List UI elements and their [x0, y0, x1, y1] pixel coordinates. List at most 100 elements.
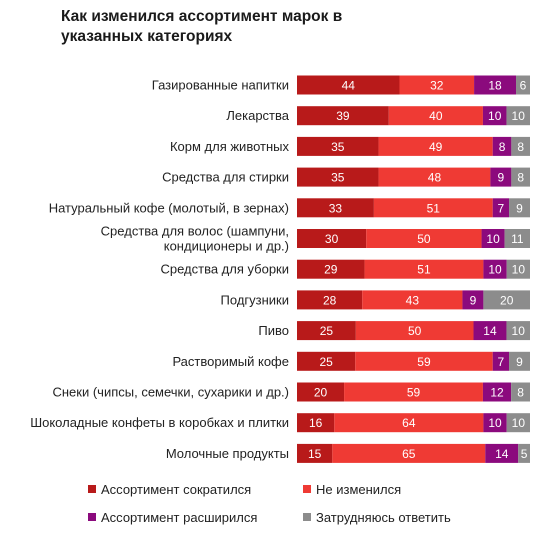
data-label-unsure-cat-6: 11 [511, 232, 524, 246]
data-label-expanded-cat-13: 14 [495, 447, 509, 461]
category-label-cat-3: Корм для животных [170, 139, 290, 154]
category-label-cat-1: Газированные напитки [152, 78, 289, 93]
bar-expanded-cat-10 [492, 351, 510, 371]
data-label-unsure-cat-10: 9 [516, 355, 523, 369]
legend-label-unsure: Затрудняюсь ответить [316, 510, 451, 525]
bar-unchanged-cat-7 [364, 259, 484, 279]
bar-expanded-cat-1 [474, 75, 517, 95]
data-label-unsure-cat-5: 9 [516, 201, 523, 215]
data-label-expanded-cat-12: 10 [488, 416, 502, 430]
bar-expanded-cat-4 [490, 167, 512, 187]
category-label-cat-9: Пиво [258, 323, 289, 338]
legend-swatch-unchanged [303, 485, 311, 493]
bar-unchanged-cat-13 [332, 443, 486, 463]
bar-unsure-cat-8 [483, 290, 530, 310]
bar-reduced-cat-1 [297, 75, 400, 95]
bar-unchanged-cat-9 [355, 321, 474, 341]
category-label-cat-4: Средства для стирки [162, 170, 289, 185]
bar-unchanged-cat-6 [366, 229, 482, 248]
data-label-unchanged-cat-12: 64 [402, 416, 416, 430]
data-label-reduced-cat-6: 30 [325, 232, 339, 246]
data-label-unchanged-cat-6: 50 [417, 232, 431, 246]
legend-swatch-expanded [88, 513, 96, 521]
legend-swatch-unsure [303, 513, 311, 521]
data-label-unchanged-cat-1: 32 [430, 79, 444, 93]
category-label-cat-10: Растворимый кофе [172, 354, 289, 369]
bar-expanded-cat-13 [485, 443, 519, 463]
category-label-cat-6: Средства для волос (шампуни, кондиционеры… [101, 224, 289, 254]
bar-reduced-cat-8 [297, 290, 363, 310]
bar-unchanged-cat-3 [378, 136, 493, 156]
data-label-reduced-cat-4: 35 [331, 171, 345, 185]
data-label-unsure-cat-3: 8 [517, 140, 524, 154]
data-label-unchanged-cat-9: 50 [408, 324, 422, 338]
data-label-reduced-cat-2: 39 [336, 109, 350, 123]
bar-reduced-cat-2 [297, 106, 389, 126]
data-label-reduced-cat-12: 16 [309, 416, 323, 430]
data-label-expanded-cat-6: 10 [486, 232, 500, 246]
data-label-unsure-cat-1: 6 [520, 79, 527, 93]
category-label-cat-7: Средства для уборки [160, 262, 289, 277]
data-label-expanded-cat-11: 12 [490, 386, 504, 400]
data-label-reduced-cat-11: 20 [314, 386, 328, 400]
bar-expanded-cat-7 [483, 259, 507, 279]
bar-unchanged-cat-11 [344, 382, 483, 402]
bar-unchanged-cat-4 [378, 167, 491, 187]
data-label-unchanged-cat-4: 48 [428, 171, 442, 185]
data-label-expanded-cat-1: 18 [488, 79, 502, 93]
data-label-unsure-cat-13: 5 [521, 447, 528, 461]
bar-unsure-cat-9 [506, 321, 530, 341]
data-label-reduced-cat-5: 33 [329, 201, 343, 215]
bar-expanded-cat-5 [492, 198, 510, 218]
bar-reduced-cat-13 [297, 443, 333, 463]
bar-reduced-cat-6 [297, 229, 367, 248]
data-label-unchanged-cat-5: 51 [427, 201, 441, 215]
bar-unsure-cat-5 [509, 198, 530, 218]
data-label-unsure-cat-8: 20 [500, 293, 514, 307]
bar-reduced-cat-10 [297, 351, 356, 371]
bar-reduced-cat-11 [297, 382, 345, 402]
data-label-unchanged-cat-3: 49 [429, 140, 443, 154]
data-label-reduced-cat-13: 15 [308, 447, 322, 461]
bar-expanded-cat-11 [482, 382, 512, 402]
bar-expanded-cat-3 [492, 136, 512, 156]
bar-expanded-cat-9 [473, 321, 507, 341]
bar-unchanged-cat-12 [334, 413, 484, 433]
category-label-cat-12: Шоколадные конфеты в коробках и плитки [30, 415, 289, 430]
category-label-cat-5: Натуральный кофе (молотый, в зернах) [49, 200, 289, 215]
data-label-reduced-cat-3: 35 [331, 140, 345, 154]
data-label-expanded-cat-4: 9 [498, 171, 505, 185]
data-label-expanded-cat-10: 7 [498, 355, 505, 369]
legend-item-expanded: Ассортимент расширился [88, 510, 257, 525]
bar-unsure-cat-6 [504, 229, 530, 248]
data-label-reduced-cat-9: 25 [320, 324, 334, 338]
data-label-expanded-cat-2: 10 [488, 109, 502, 123]
chart-title: Как изменился ассортимент марок в указан… [61, 8, 343, 45]
data-label-unsure-cat-11: 8 [517, 386, 524, 400]
data-label-unchanged-cat-11: 59 [407, 386, 421, 400]
data-label-unchanged-cat-10: 59 [417, 355, 431, 369]
bar-reduced-cat-4 [297, 167, 379, 187]
bar-unsure-cat-4 [511, 167, 530, 187]
data-label-unsure-cat-12: 10 [512, 416, 526, 430]
bar-unsure-cat-2 [506, 106, 530, 126]
data-label-reduced-cat-8: 28 [323, 293, 337, 307]
data-label-unsure-cat-2: 10 [512, 109, 526, 123]
bar-unsure-cat-10 [509, 351, 530, 371]
bar-reduced-cat-9 [297, 321, 356, 341]
bar-unsure-cat-11 [511, 382, 530, 402]
data-label-reduced-cat-1: 44 [342, 79, 356, 93]
bar-reduced-cat-7 [297, 259, 365, 279]
bar-expanded-cat-8 [462, 290, 484, 310]
legend-item-reduced: Ассортимент сократился [88, 482, 251, 497]
category-label-cat-11: Снеки (чипсы, семечки, сухарики и др.) [52, 385, 289, 400]
data-label-unchanged-cat-8: 43 [406, 293, 420, 307]
bar-expanded-cat-12 [483, 413, 507, 433]
category-label-cat-13: Молочные продукты [166, 446, 289, 461]
data-label-expanded-cat-3: 8 [499, 140, 506, 154]
bar-unchanged-cat-10 [355, 351, 493, 371]
data-label-unsure-cat-7: 10 [512, 263, 526, 277]
data-label-expanded-cat-9: 14 [483, 324, 497, 338]
bar-reduced-cat-5 [297, 198, 374, 218]
